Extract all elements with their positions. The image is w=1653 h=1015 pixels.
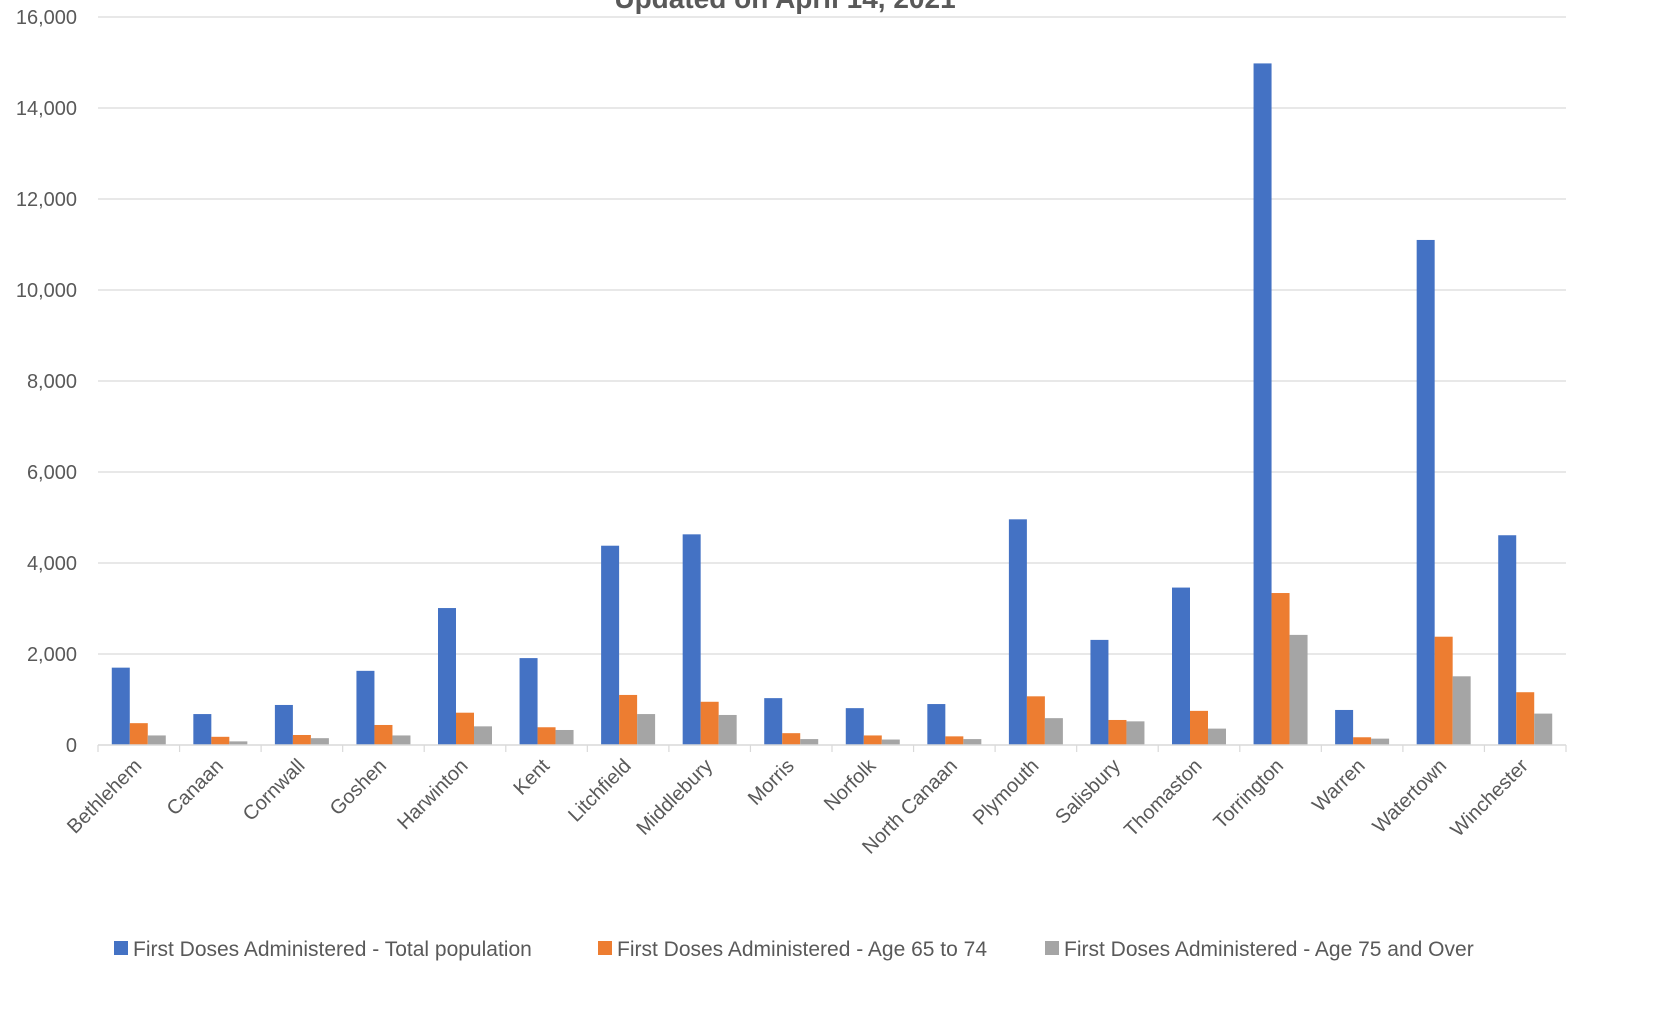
legend-label: First Doses Administered - Total populat… <box>133 938 532 961</box>
legend-swatch <box>1045 941 1059 955</box>
bar-norfolk-series-2 <box>863 735 882 745</box>
bar-norfolk-series-3 <box>881 739 900 745</box>
bar-north-canaan-series-2 <box>945 736 964 745</box>
y-tick-label: 2,000 <box>27 644 77 666</box>
bar-cornwall-series-1 <box>274 704 293 745</box>
x-tick-label: Plymouth <box>969 755 1044 830</box>
x-tick-label: Warren <box>1308 755 1369 816</box>
bar-litchfield-series-2 <box>619 694 638 745</box>
y-tick-label: 0 <box>66 735 77 757</box>
x-tick-label: Litchfield <box>564 755 635 826</box>
y-axis: 0 2,000 4,000 6,000 8,000 10,000 12,000 14,000 1… <box>16 7 77 757</box>
x-tick-label: Cornwall <box>239 755 310 826</box>
bar-harwinton-series-1 <box>438 608 456 745</box>
bar-goshen-series-1 <box>356 670 375 745</box>
bar-north-canaan-series-1 <box>927 704 946 745</box>
bar-winchester-series-2 <box>1516 692 1535 745</box>
bar-torrington-series-1 <box>1253 63 1272 746</box>
bar-warren-series-1 <box>1335 709 1354 745</box>
bar-kent-series-2 <box>537 727 556 745</box>
bar-bethlehem-series-2 <box>129 723 148 745</box>
bar-salisbury-series-2 <box>1108 719 1127 745</box>
legend: First Doses Administered - Total populat… <box>114 938 1474 961</box>
x-tick-label: Torrington <box>1210 755 1288 833</box>
y-tick-label: 10,000 <box>16 280 77 302</box>
x-axis: Bethlehem Canaan Cornwall Goshen Harwinton Ke… <box>63 744 1567 859</box>
bar-thomaston-series-1 <box>1172 587 1190 745</box>
x-tick-label: Bethlehem <box>63 755 146 838</box>
bar-goshen-series-3 <box>392 735 411 745</box>
bar-watertown-series-3 <box>1452 676 1471 745</box>
x-tick-label: Morris <box>744 755 799 810</box>
bar-cornwall-series-2 <box>292 734 311 745</box>
legend-swatch <box>114 941 128 955</box>
y-tick-label: 12,000 <box>16 189 77 211</box>
x-tick-label: Harwinton <box>393 755 472 834</box>
bar-canaan-series-3 <box>229 741 248 745</box>
bar-cornwall-series-3 <box>310 738 329 745</box>
x-tick-label: Kent <box>509 755 554 800</box>
x-tick-label: Watertown <box>1369 755 1452 838</box>
legend-label: First Doses Administered - Age 65 to 74 <box>617 938 987 961</box>
bar-harwinton-series-2 <box>456 712 474 745</box>
bar-north-canaan-series-3 <box>963 739 982 745</box>
bar-plymouth-series-2 <box>1026 696 1045 745</box>
legend-label: First Doses Administered - Age 75 and Ov… <box>1064 938 1474 961</box>
bar-morris-series-2 <box>782 733 801 745</box>
x-tick-label: Thomaston <box>1120 755 1206 841</box>
x-tick-label: Middlebury <box>632 755 717 840</box>
bar-norfolk-series-1 <box>845 708 864 745</box>
bar-middlebury-series-2 <box>700 701 719 745</box>
x-tick-label: Canaan <box>163 755 228 820</box>
bar-thomaston-series-2 <box>1190 710 1208 745</box>
bar-warren-series-2 <box>1353 737 1372 745</box>
bar-winchester-series-3 <box>1534 713 1553 745</box>
y-tick-label: 8,000 <box>27 371 77 393</box>
x-tick-label: Goshen <box>326 755 391 820</box>
x-tick-label: Salisbury <box>1051 755 1125 829</box>
x-tick-label: Winchester <box>1446 755 1533 842</box>
bar-salisbury-series-3 <box>1126 721 1145 745</box>
legend-entry: First Doses Administered - Age 75 and Ov… <box>1045 938 1474 961</box>
bar-bethlehem-series-1 <box>111 667 130 745</box>
bar-plymouth-series-3 <box>1044 718 1063 745</box>
bar-canaan-series-1 <box>193 714 212 745</box>
bar-canaan-series-2 <box>211 736 230 745</box>
bar-middlebury-series-3 <box>718 714 737 745</box>
gridlines <box>98 16 1566 655</box>
x-tick-label: Norfolk <box>820 754 881 815</box>
chart-title: Updated on April 14, 2021 <box>614 0 955 14</box>
bar-morris-series-1 <box>764 698 783 745</box>
y-tick-label: 16,000 <box>16 7 77 29</box>
bar-thomaston-series-3 <box>1208 728 1226 745</box>
bar-bethlehem-series-3 <box>147 735 166 745</box>
bar-kent-series-3 <box>555 729 574 745</box>
legend-entry: First Doses Administered - Total populat… <box>114 938 532 961</box>
bar-salisbury-series-1 <box>1090 639 1109 745</box>
bar-harwinton-series-3 <box>474 726 492 745</box>
bars <box>111 63 1553 746</box>
bar-litchfield-series-3 <box>637 714 656 745</box>
legend-swatch <box>598 941 612 955</box>
bar-morris-series-3 <box>800 739 819 745</box>
bar-litchfield-series-1 <box>601 545 620 745</box>
bar-watertown-series-2 <box>1434 636 1453 745</box>
bar-warren-series-3 <box>1371 738 1390 745</box>
legend-entry: First Doses Administered - Age 65 to 74 <box>598 938 987 961</box>
y-tick-label: 4,000 <box>27 553 77 575</box>
bar-torrington-series-3 <box>1289 634 1308 745</box>
bar-winchester-series-1 <box>1498 535 1517 745</box>
bar-goshen-series-2 <box>374 724 393 745</box>
bar-watertown-series-1 <box>1416 239 1435 745</box>
bar-kent-series-1 <box>519 658 538 745</box>
y-tick-label: 6,000 <box>27 462 77 484</box>
bar-middlebury-series-1 <box>682 534 701 745</box>
bar-plymouth-series-1 <box>1008 519 1027 745</box>
y-tick-label: 14,000 <box>16 98 77 120</box>
bar-torrington-series-2 <box>1271 593 1290 745</box>
